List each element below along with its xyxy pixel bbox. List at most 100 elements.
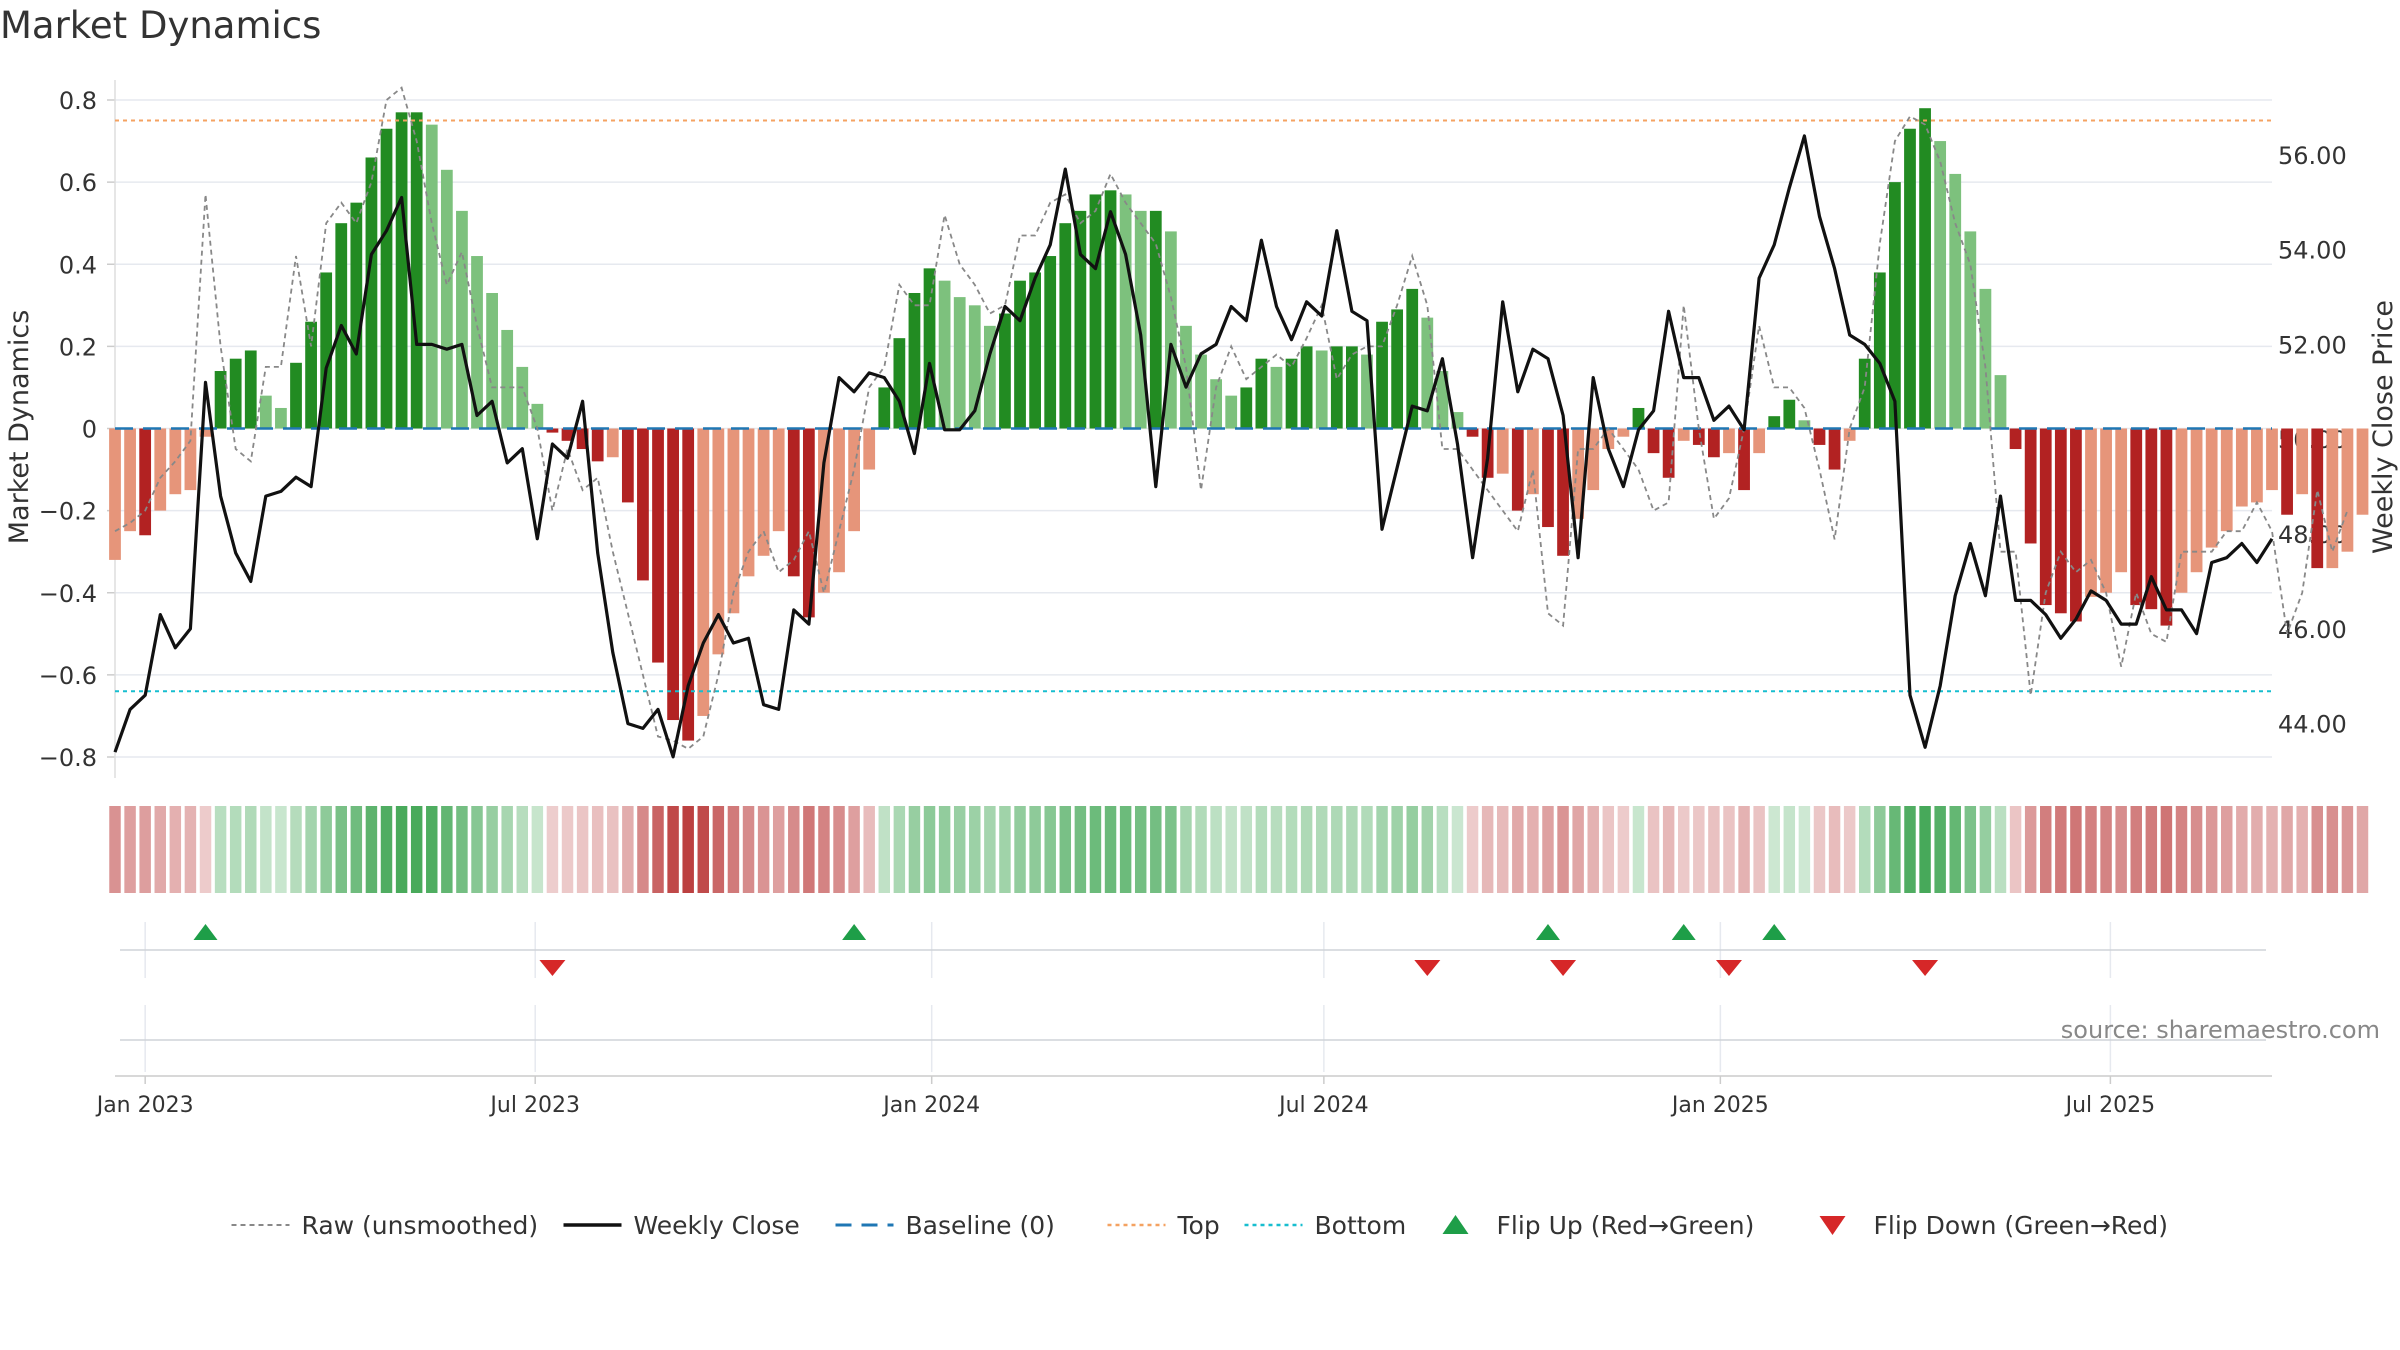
- strength-cell: [607, 806, 619, 893]
- strength-cell: [335, 806, 347, 893]
- dynamics-bar: [1225, 395, 1238, 429]
- dynamics-bar: [1315, 350, 1328, 429]
- x-tick-label: Jul 2024: [1277, 1093, 1369, 1118]
- strength-cell: [1255, 806, 1268, 893]
- strength-cell: [320, 806, 332, 893]
- strength-cell: [1119, 806, 1132, 893]
- strength-cell: [818, 806, 830, 893]
- strength-cell: [923, 806, 936, 893]
- dynamics-bar: [425, 124, 438, 429]
- dynamics-bar: [1104, 190, 1117, 429]
- strength-cell: [2009, 806, 2022, 893]
- dynamics-bar: [2266, 428, 2278, 491]
- strength-cell: [2145, 806, 2158, 893]
- dynamics-bar: [2145, 428, 2158, 610]
- strength-cell: [878, 806, 891, 893]
- strength-cell: [1843, 806, 1856, 893]
- dynamics-bar: [818, 428, 830, 593]
- dynamics-bar: [1149, 210, 1162, 429]
- strength-cell: [2100, 806, 2112, 893]
- flip-markers-panel: [120, 922, 2266, 978]
- strength-cell: [486, 806, 498, 893]
- y-tick-label: 0.6: [59, 169, 97, 197]
- strength-cell: [2236, 806, 2248, 893]
- flip-down-marker: [1912, 960, 1939, 976]
- dynamics-bar: [501, 329, 514, 429]
- strength-cell: [2221, 806, 2233, 893]
- dynamics-bar: [1436, 371, 1449, 429]
- strength-cell: [1587, 806, 1599, 893]
- dynamics-bar: [395, 112, 408, 429]
- strength-cell: [1044, 806, 1056, 893]
- dynamics-bar: [320, 272, 333, 429]
- strength-cell: [501, 806, 513, 893]
- strength-cell: [667, 806, 679, 893]
- strength-cell: [1859, 806, 1871, 893]
- y-tick-label: −0.6: [39, 662, 97, 690]
- strength-cell: [908, 806, 921, 893]
- dynamics-bar: [863, 428, 876, 470]
- strength-cell: [2341, 806, 2354, 893]
- dynamics-bar: [1934, 141, 1947, 429]
- strength-cell: [471, 806, 483, 893]
- strength-cell: [1150, 806, 1162, 893]
- strength-cell: [1270, 806, 1283, 893]
- strength-cell: [697, 806, 710, 893]
- y-tick-label: −0.4: [39, 580, 97, 608]
- x-tick-label: Jul 2023: [488, 1093, 580, 1118]
- strength-cell: [1014, 806, 1026, 893]
- flip-up-marker: [193, 924, 218, 940]
- dynamics-bar: [2100, 428, 2112, 593]
- strength-cell: [184, 806, 197, 893]
- dynamics-bar: [1632, 407, 1645, 429]
- dynamics-bar: [1708, 428, 1720, 458]
- dynamics-bar: [1602, 428, 1615, 450]
- strength-cell: [154, 806, 166, 893]
- dynamics-bar: [652, 428, 664, 663]
- strength-cell: [380, 806, 393, 893]
- strength-cell: [2326, 806, 2339, 893]
- dynamics-bar: [350, 202, 363, 429]
- strength-cell: [1089, 806, 1102, 893]
- dynamics-bar: [1240, 387, 1253, 429]
- strength-cell: [1572, 806, 1584, 893]
- strength-cell: [350, 806, 363, 893]
- strength-cell: [1617, 806, 1630, 893]
- dynamics-bars: [109, 108, 2369, 741]
- strength-cell: [576, 806, 589, 893]
- legend: Raw (unsmoothed) Weekly Close Baseline (0)…: [231, 1211, 2168, 1240]
- weekly-close-line: [113, 134, 2274, 759]
- strength-cell: [1708, 806, 1720, 893]
- strength-cell: [2085, 806, 2097, 893]
- dynamics-bar: [1873, 272, 1886, 429]
- dynamics-bar: [787, 428, 800, 577]
- strength-cell: [1074, 806, 1087, 893]
- strength-heatmap-strip: [109, 806, 2369, 893]
- strength-cell: [1542, 806, 1554, 893]
- strength-cell: [305, 806, 317, 893]
- strength-cell: [1240, 806, 1253, 893]
- strength-cell: [1768, 806, 1780, 893]
- strength-cell: [2205, 806, 2218, 893]
- dynamics-bar: [2205, 428, 2218, 548]
- dynamics-bar: [2009, 428, 2022, 450]
- dynamics-bar: [1587, 428, 1600, 491]
- dynamics-bar: [848, 428, 860, 532]
- legend-item: Bottom: [1244, 1211, 1406, 1240]
- dynamics-bar: [244, 350, 257, 429]
- strength-cell: [893, 806, 906, 893]
- dynamics-bar: [259, 395, 272, 429]
- strength-cell: [441, 806, 453, 893]
- dynamics-bar: [2024, 428, 2037, 544]
- dynamics-bar: [606, 428, 619, 458]
- strength-cell: [1451, 806, 1464, 893]
- dynamics-bar: [1828, 428, 1841, 470]
- strength-cell: [1723, 806, 1735, 893]
- dynamics-bar: [1798, 420, 1811, 429]
- dynamics-bar: [1949, 173, 1962, 429]
- dynamics-bar: [1210, 379, 1223, 429]
- dynamics-bar: [109, 428, 121, 560]
- flip-up-marker: [1762, 924, 1787, 940]
- dynamics-bar: [1391, 309, 1404, 429]
